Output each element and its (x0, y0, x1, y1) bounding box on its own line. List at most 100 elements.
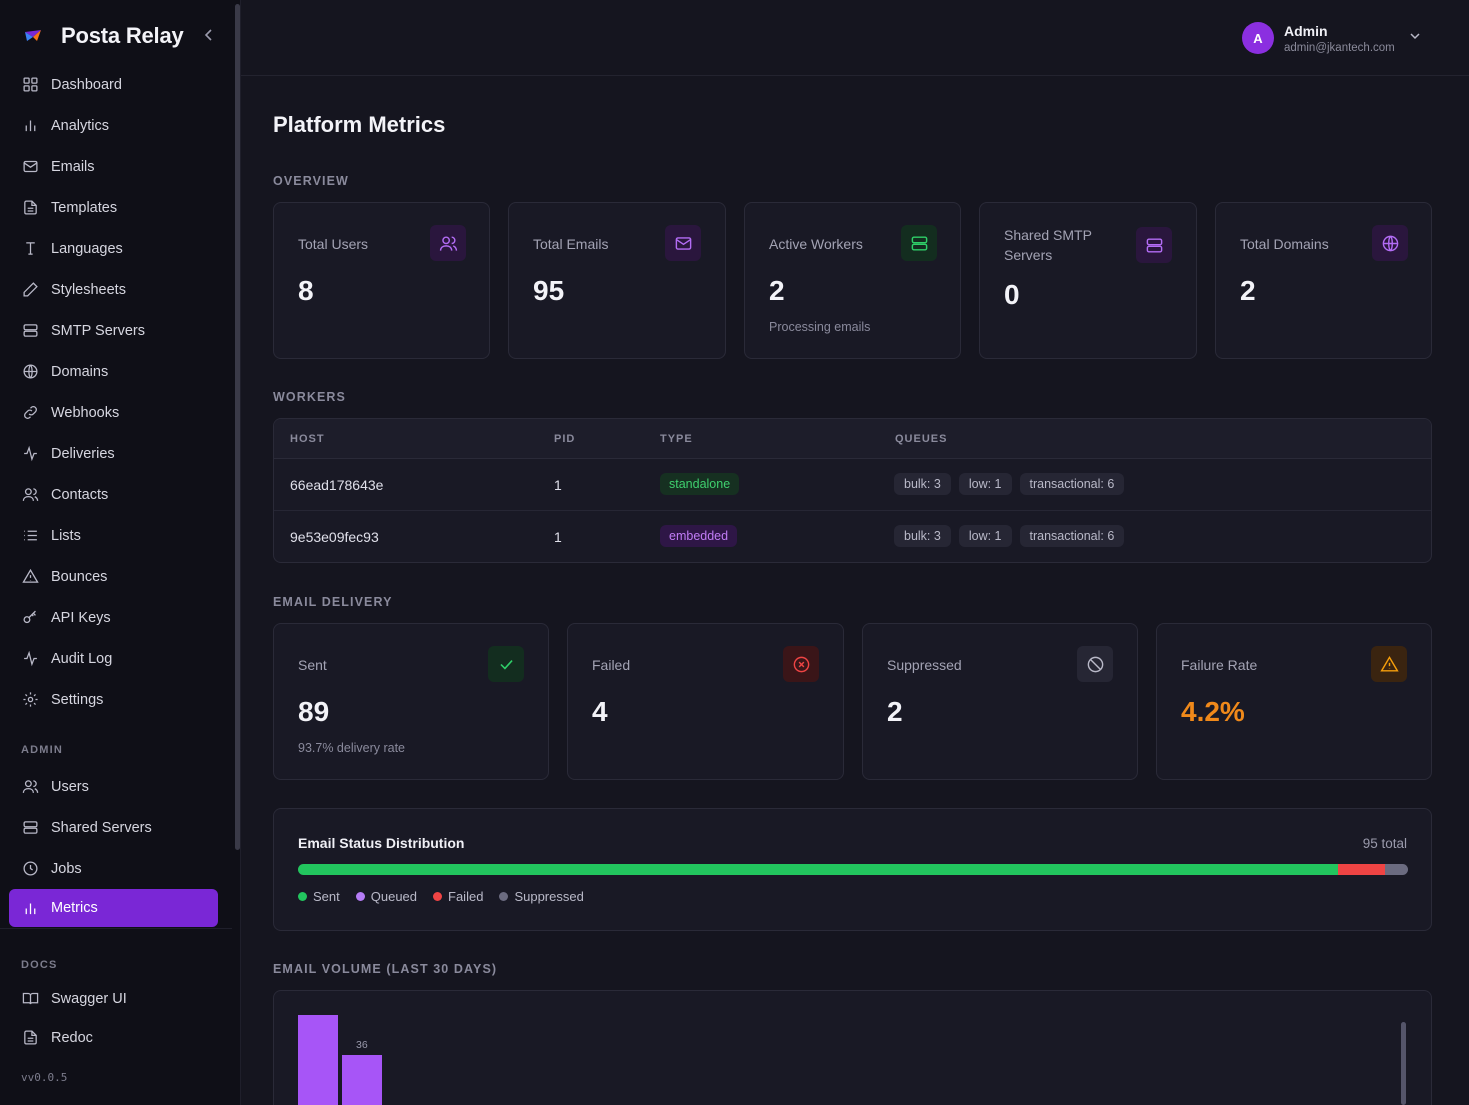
worker-pid: 1 (554, 477, 562, 493)
distribution-total: 95 total (1362, 836, 1407, 851)
sidebar-item-label: Metrics (51, 900, 98, 916)
sidebar-item-shared-servers[interactable]: Shared Servers (0, 807, 232, 848)
sidebar-item-webhooks[interactable]: Webhooks (0, 392, 232, 433)
column-header-pid: PID (554, 433, 576, 445)
legend-label: Suppressed (514, 889, 584, 904)
sidebar-item-label: Users (51, 778, 89, 795)
sidebar-item-label: Settings (51, 691, 104, 708)
sidebar-item-deliveries[interactable]: Deliveries (0, 433, 232, 474)
section-email-delivery-label: EMAIL DELIVERY (273, 595, 393, 609)
brand-title: Posta Relay (61, 23, 184, 48)
card-label: Total Users (298, 236, 369, 252)
bar-chart-icon (25, 903, 36, 914)
user-email: admin@jkantech.com (1284, 41, 1395, 54)
card-label: Active Workers (769, 236, 863, 252)
avatar[interactable]: A (1242, 22, 1274, 54)
card-value: 2 (769, 275, 785, 306)
sidebar-item-users[interactable]: Users (0, 766, 232, 807)
sidebar-item-lists[interactable]: Lists (0, 515, 232, 556)
card-label: Suppressed (887, 657, 962, 673)
volume-bar-label: 36 (356, 1039, 368, 1051)
grid-icon (23, 77, 38, 92)
queue-tag: bulk: 3 (894, 473, 951, 495)
sidebar-item-api-keys[interactable]: API Keys (0, 597, 232, 638)
app-version: vv0.0.5 (21, 1071, 68, 1084)
sidebar-scrollbar[interactable] (235, 4, 240, 850)
worker-pid: 1 (554, 529, 562, 545)
collapse-sidebar-icon[interactable] (200, 26, 218, 44)
brand[interactable]: Posta Relay (0, 0, 240, 72)
sidebar-item-analytics[interactable]: Analytics (0, 105, 232, 146)
legend-item-failed: Failed (433, 889, 483, 904)
server-icon (23, 821, 38, 834)
gear-icon (23, 692, 38, 707)
distribution-title: Email Status Distribution (298, 835, 465, 851)
sidebar-item-smtp-servers[interactable]: SMTP Servers (0, 310, 232, 351)
stat-card-failure-rate: Failure Rate 4.2% (1156, 623, 1432, 780)
main-content: A Admin admin@jkantech.com Platform Metr… (241, 0, 1469, 1105)
server-icon (23, 324, 38, 337)
table-header: HOST PID TYPE QUEUES (274, 419, 1431, 459)
sidebar-item-label: SMTP Servers (51, 322, 146, 339)
sidebar-divider (0, 928, 232, 929)
ban-icon (1077, 646, 1113, 682)
sidebar-item-audit-log[interactable]: Audit Log (0, 638, 232, 679)
sidebar-nav: Dashboard Analytics Emails Templates Lan… (0, 64, 232, 1057)
stat-card-total-emails: Total Emails 95 (508, 202, 726, 359)
sidebar-item-label: Domains (51, 363, 109, 380)
users-icon (22, 780, 39, 793)
type-icon (26, 242, 35, 255)
chevron-down-icon[interactable] (1409, 29, 1421, 47)
user-info: Admin admin@jkantech.com (1284, 23, 1395, 54)
card-value: 95 (533, 275, 565, 306)
section-overview-label: OVERVIEW (273, 174, 349, 188)
legend-dot (355, 892, 365, 901)
sidebar-item-swagger-ui[interactable]: Swagger UI (0, 979, 232, 1018)
server-icon (901, 225, 937, 261)
activity-icon (24, 445, 37, 462)
check-icon (488, 646, 524, 682)
users-icon (22, 488, 39, 501)
queue-tag: low: 1 (958, 525, 1012, 547)
sidebar-item-dashboard[interactable]: Dashboard (0, 64, 232, 105)
link-icon (24, 406, 37, 419)
main-scrollbar[interactable] (1401, 1022, 1406, 1105)
sidebar-item-emails[interactable]: Emails (0, 146, 232, 187)
sidebar-item-domains[interactable]: Domains (0, 351, 232, 392)
worker-queues: bulk: 3 low: 1 transactional: 6 (894, 525, 1125, 547)
worker-type-badge: standalone (660, 473, 740, 495)
sidebar-item-label: Audit Log (51, 650, 113, 667)
sidebar-item-templates[interactable]: Templates (0, 187, 232, 228)
sidebar-item-metrics[interactable]: Metrics (9, 889, 218, 927)
sidebar-item-label: Emails (51, 158, 95, 175)
sidebar-item-redoc[interactable]: Redoc (0, 1018, 232, 1057)
user-menu[interactable]: A Admin admin@jkantech.com (1242, 22, 1421, 54)
card-label: Failure Rate (1181, 657, 1258, 673)
card-subtext: Processing emails (769, 320, 871, 334)
key-icon (23, 610, 36, 624)
user-name: Admin (1284, 22, 1328, 39)
legend-item-sent: Sent (298, 889, 340, 904)
brand-logo-icon (22, 25, 44, 47)
globe-icon (1372, 225, 1408, 261)
sidebar-item-contacts[interactable]: Contacts (0, 474, 232, 515)
sidebar-item-settings[interactable]: Settings (0, 679, 232, 720)
stat-card-shared-smtp-servers: Shared SMTP Servers 0 (979, 202, 1197, 359)
legend-label: Queued (370, 889, 418, 904)
sidebar-item-label: Analytics (51, 117, 110, 134)
sidebar-item-jobs[interactable]: Jobs (0, 848, 232, 889)
file-icon (24, 200, 37, 215)
workers-table: HOST PID TYPE QUEUES 66ead178643e 1 stan… (273, 418, 1432, 563)
section-workers-label: WORKERS (273, 390, 346, 404)
column-header-host: HOST (290, 433, 325, 445)
sidebar-item-languages[interactable]: Languages (0, 228, 232, 269)
distribution-segment-sent (298, 864, 1338, 875)
worker-host: 66ead178643e (290, 477, 384, 493)
topbar: A Admin admin@jkantech.com (241, 0, 1469, 76)
sidebar-item-label: Lists (51, 527, 81, 544)
sidebar-item-bounces[interactable]: Bounces (0, 556, 232, 597)
sidebar-item-stylesheets[interactable]: Stylesheets (0, 269, 232, 310)
mail-icon (665, 225, 701, 261)
card-value: 8 (298, 275, 314, 306)
